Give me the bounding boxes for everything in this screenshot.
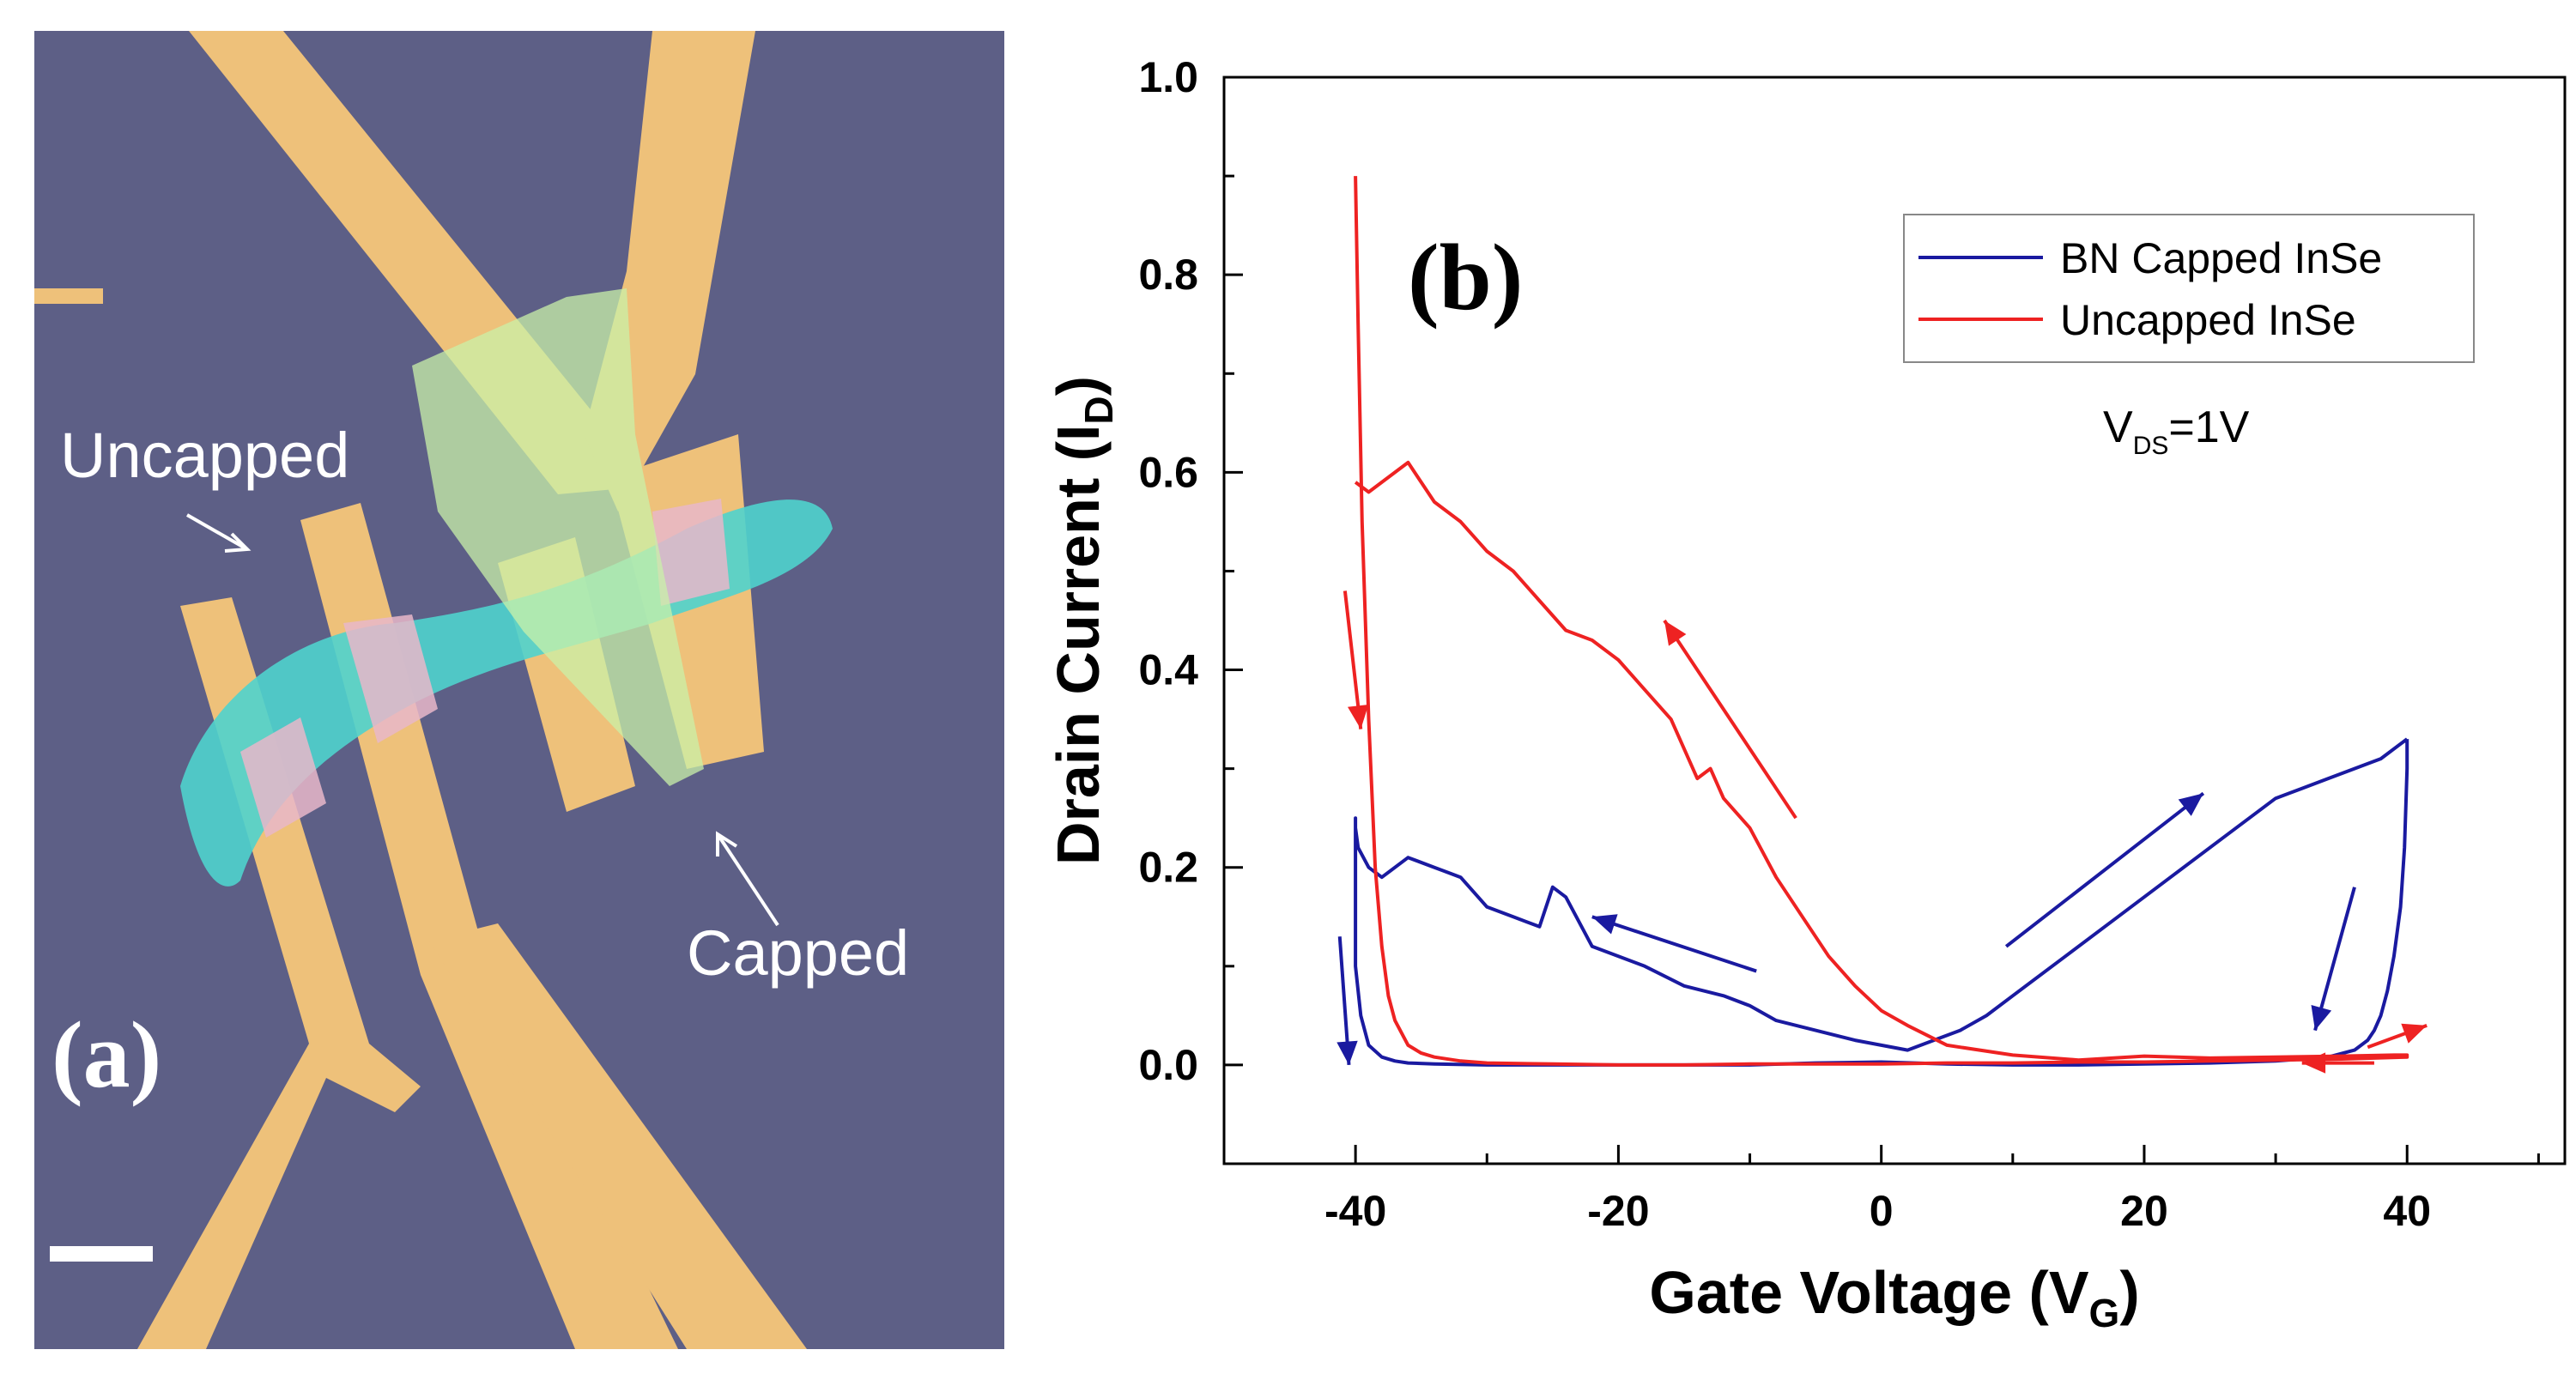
- hysteresis-arrowhead-0: [1348, 705, 1369, 729]
- overlap-right: [652, 499, 730, 606]
- capped-label: Capped: [687, 917, 909, 989]
- transfer-chart: -40 -20 0 20 40 0.0 0.2 0.4 0.6 0.8 1.0 (b) BN Cap…: [1045, 53, 2567, 1335]
- hysteresis-arrowhead-7: [2311, 1005, 2332, 1031]
- uncapped-arrowhead: [224, 532, 252, 553]
- y-tick-label-1: 0.2: [1138, 844, 1198, 892]
- y-tick-label-3: 0.6: [1138, 448, 1198, 496]
- hysteresis-arrowhead-4: [1336, 1040, 1358, 1065]
- y-axis-title-end: ): [1045, 376, 1112, 396]
- x-tick-label-0: -40: [1324, 1187, 1386, 1235]
- x-axis-title: Gate Voltage (VG): [1649, 1259, 2139, 1335]
- vds-annotation-sub: DS: [2133, 432, 2169, 460]
- hysteresis-arrowhead-2: [2301, 1052, 2326, 1074]
- micrograph-panel: Uncapped Capped (a): [34, 31, 1004, 1349]
- hysteresis-arrow-1: [1663, 619, 1797, 820]
- x-tick-label-3: 20: [2120, 1187, 2168, 1235]
- plot-frame: [1222, 76, 2567, 1165]
- series-line-bn-capped: [1354, 737, 2409, 1067]
- hysteresis-arrow-5: [1591, 915, 1757, 973]
- y-tick-label-5: 1.0: [1138, 53, 1198, 101]
- hysteresis-arrowhead-5: [1591, 914, 1618, 935]
- series-line-uncapped: [1354, 176, 2409, 1067]
- hysteresis-arrow-7: [2313, 887, 2356, 1032]
- hysteresis-arrow-6: [2004, 791, 2205, 948]
- scale-bar: [50, 1246, 153, 1262]
- panel-b-label: (b): [1408, 225, 1523, 330]
- bn-flake: [412, 288, 704, 786]
- vds-annotation: VDS=1V: [2103, 402, 2250, 460]
- y-tick-label-2: 0.4: [1138, 646, 1198, 694]
- electrode-bottom-right: [429, 923, 807, 1349]
- x-tick-label-4: 40: [2383, 1187, 2431, 1235]
- legend-label-uncapped: Uncapped InSe: [2060, 296, 2356, 344]
- x-axis-title-sub: G: [2089, 1291, 2120, 1335]
- legend: BN Capped InSe Uncapped InSe: [1903, 214, 2475, 363]
- y-tick-label-4: 0.8: [1138, 251, 1198, 299]
- capped-arrowhead: [716, 831, 738, 856]
- hysteresis-arrowhead-3: [2401, 1023, 2428, 1044]
- arrow-layer: [1336, 590, 2428, 1074]
- panel-a-label: (a): [52, 1002, 161, 1107]
- legend-box: [1903, 214, 2475, 363]
- y-axis-title: Drain Current (ID): [1045, 376, 1121, 865]
- y-axis-title-sub: D: [1076, 396, 1121, 424]
- x-axis-title-main: Gate Voltage (V: [1649, 1259, 2088, 1326]
- device-micrograph: Uncapped Capped (a): [34, 31, 1004, 1349]
- uncapped-arrow: [186, 513, 248, 551]
- tick-layer: -40 -20 0 20 40 0.0 0.2 0.4 0.6 0.8 1.0: [1138, 53, 2540, 1235]
- hysteresis-arrowhead-6: [2178, 793, 2203, 816]
- uncapped-label: Uncapped: [60, 420, 349, 491]
- x-tick-label-2: 0: [1870, 1187, 1894, 1235]
- overlap-left: [343, 614, 438, 743]
- y-axis-title-main: Drain Current (I: [1045, 425, 1112, 865]
- electrode-stub: [34, 288, 103, 304]
- vds-annotation-end: =1V: [2168, 402, 2249, 452]
- x-axis-title-end: ): [2119, 1259, 2139, 1326]
- y-tick-label-0: 0.0: [1138, 1041, 1198, 1089]
- vds-annotation-main: V: [2103, 402, 2133, 452]
- hysteresis-arrowhead-1: [1664, 620, 1687, 646]
- x-tick-label-1: -20: [1587, 1187, 1649, 1235]
- legend-label-bn-capped: BN Capped InSe: [2060, 234, 2382, 282]
- overlap-far-left: [240, 717, 326, 838]
- capped-arrow: [716, 832, 779, 927]
- series-layer: [1354, 176, 2409, 1067]
- transfer-chart-panel: -40 -20 0 20 40 0.0 0.2 0.4 0.6 0.8 1.0 (b) BN Cap…: [1004, 0, 2576, 1380]
